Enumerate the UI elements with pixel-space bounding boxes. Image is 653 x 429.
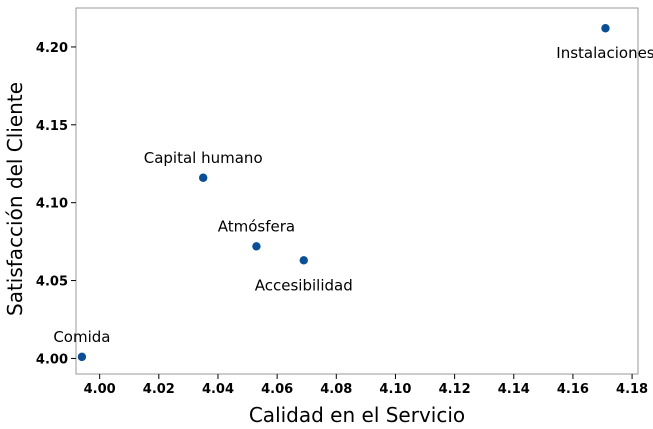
y-tick-label: 4.05 — [36, 275, 68, 290]
data-point — [601, 24, 610, 33]
y-axis-title: Satisfacción del Cliente — [3, 82, 27, 316]
x-tick-label: 4.16 — [557, 382, 589, 397]
x-axis-title: Calidad en el Servicio — [249, 403, 465, 427]
x-tick-label: 4.04 — [202, 382, 234, 397]
plot-frame — [75, 7, 639, 375]
x-tick-label: 4.06 — [261, 382, 293, 397]
x-tick-label: 4.10 — [379, 382, 411, 397]
x-tick-label: 4.08 — [320, 382, 352, 397]
y-tick-label: 4.10 — [36, 197, 68, 212]
x-tick-label: 4.18 — [616, 382, 648, 397]
data-point — [198, 173, 208, 182]
point-label: Accesibilidad — [255, 276, 353, 294]
y-axis: 4.00 4.05 4.10 4.15 4.20 — [36, 41, 76, 367]
y-tick-label: 4.15 — [36, 119, 68, 134]
x-tick-label: 4.00 — [84, 382, 116, 397]
data-points: Comida Capital humano Atmósfera Accesibilid… — [53, 24, 653, 362]
point-label: Atmósfera — [218, 217, 295, 235]
x-tick-label: 4.14 — [498, 382, 530, 397]
point-label: Comida — [53, 328, 110, 346]
x-tick-label: 4.12 — [439, 382, 471, 397]
data-point — [77, 352, 87, 362]
x-axis: 4.00 4.02 4.04 4.06 4.08 4.10 4.12 4.14 4.16 4.18 — [84, 374, 648, 397]
point-label: Instalaciones — [556, 44, 653, 62]
y-tick-label: 4.00 — [36, 352, 68, 367]
y-tick-label: 4.20 — [36, 41, 68, 56]
x-tick-label: 4.02 — [143, 382, 175, 397]
point-label: Capital humano — [144, 149, 263, 167]
data-point — [252, 242, 261, 251]
data-point — [299, 256, 308, 265]
